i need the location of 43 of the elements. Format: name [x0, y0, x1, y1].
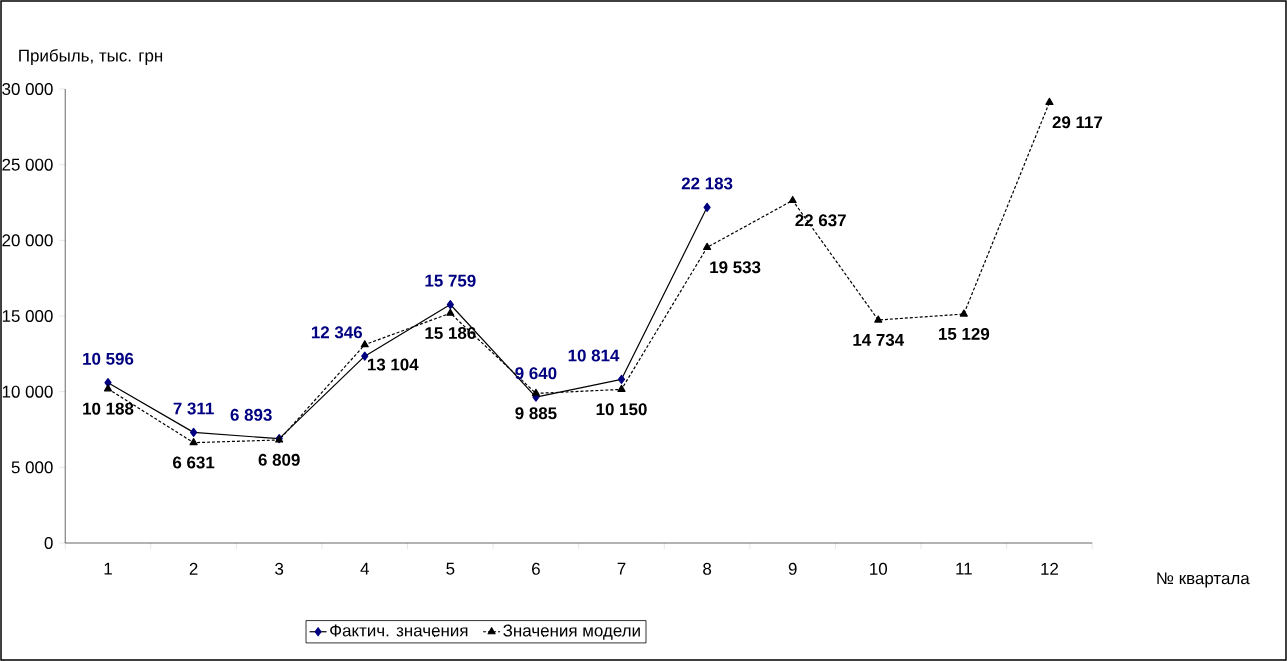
legend-label: Фактич. значения: [330, 624, 468, 637]
data-label: 10 188: [83, 402, 134, 415]
x-tick-label: 3: [275, 562, 284, 575]
x-tick-label: 11: [956, 562, 972, 575]
data-label: 10 596: [83, 352, 134, 365]
x-tick-label: 1: [104, 562, 112, 575]
data-label: 6 809: [258, 453, 300, 466]
y-axis-title: Прибыль, тыс. грн: [19, 49, 163, 65]
y-tick-label: 15 000: [2, 310, 53, 322]
data-label: 29 117: [1052, 116, 1103, 129]
data-label: 10 814: [568, 349, 620, 362]
x-tick-label: 6: [532, 562, 540, 575]
data-label: 7 311: [173, 402, 214, 415]
x-axis-title: № квартала: [1157, 572, 1250, 588]
data-label: 6 893: [230, 408, 272, 421]
y-tick-label: 20 000: [2, 234, 53, 247]
data-label: 10 150: [596, 403, 647, 416]
x-tick-label: 7: [617, 562, 626, 575]
x-tick-label: 8: [703, 562, 712, 575]
data-label: 22 637: [795, 214, 846, 227]
x-tick-label: 10: [870, 562, 888, 575]
data-label: 14 734: [853, 333, 905, 346]
x-tick-label: 9: [788, 562, 797, 575]
y-tick-label: 25 000: [2, 158, 53, 171]
data-label: 12 346: [311, 326, 363, 339]
data-label: 9 885: [515, 407, 557, 420]
data-label: 19 533: [710, 261, 761, 274]
x-tick-label: 2: [189, 562, 198, 575]
x-tick-label: 4: [360, 562, 369, 575]
data-label: 15 129: [939, 327, 990, 340]
y-tick-label: 5 000: [11, 461, 53, 474]
data-label: 6 631: [173, 456, 215, 469]
data-label: 9 640: [515, 367, 557, 380]
x-tick-label: 5: [446, 562, 455, 575]
data-label: 13 104: [367, 358, 419, 371]
data-label: 22 183: [681, 177, 733, 190]
data-label: 15 759: [425, 274, 476, 287]
x-tick-label: 12: [1041, 562, 1058, 575]
data-label: 15 186: [425, 327, 476, 340]
y-tick-label: 30 000: [2, 83, 53, 96]
y-tick-label: 0: [44, 537, 53, 549]
legend-label: Значения модели: [503, 624, 640, 640]
y-tick-label: 10 000: [2, 385, 53, 398]
